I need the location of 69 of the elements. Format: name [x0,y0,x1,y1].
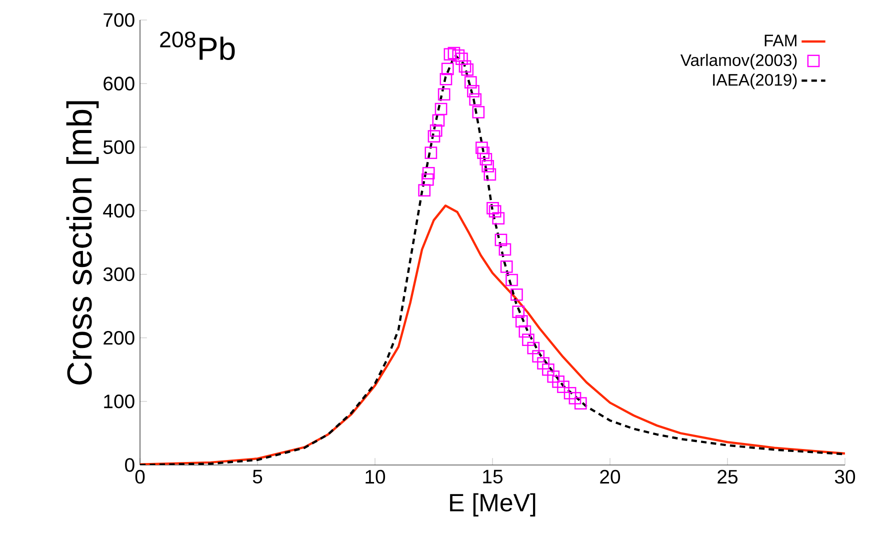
x-tick-label: 30 [834,470,856,484]
point [547,370,560,383]
x-tick-label: 10 [366,470,386,484]
point [444,48,456,61]
point [421,173,434,186]
point [467,85,480,98]
point [480,153,492,166]
point [424,146,438,160]
y-tick-label: 300 [103,267,134,282]
point [464,76,477,88]
point [472,106,485,118]
point [428,130,440,143]
y-axis-title: Cross section [mb] [66,101,99,384]
point [488,205,502,218]
point [448,46,460,60]
point [510,288,523,301]
point [527,342,540,354]
point [440,72,452,86]
point [498,243,512,256]
point [518,325,532,338]
point [574,397,587,410]
legend-label: Varlamov(2003) [680,54,797,70]
point [492,212,505,225]
y-tick-label: 600 [104,76,134,90]
point [537,357,550,370]
annotation: $^{208}$Pb [160,32,235,60]
point [552,376,564,388]
point [564,386,576,400]
point [512,306,525,318]
point [469,93,482,106]
point [482,160,494,172]
point [568,392,582,404]
y-tick-label: 0 [125,458,134,472]
point [494,234,508,246]
y-tick-label: 700 [104,13,134,27]
point [434,102,448,116]
point [484,168,496,181]
point [458,60,472,73]
point [456,52,468,65]
x-axis-title: E [MeV] [450,493,536,516]
point [476,142,488,154]
point [522,334,534,346]
point [461,63,474,76]
y-tick-label: 200 [104,330,134,345]
point [542,363,554,376]
point [557,380,570,393]
point [452,49,465,62]
point [477,146,490,160]
point [418,184,431,197]
point [500,260,513,273]
point [432,114,445,127]
point [422,167,435,180]
point [438,88,450,101]
x-tick-label: 0 [135,470,145,484]
x-tick-label: 5 [252,470,262,484]
x-tick-label: 20 [600,470,620,484]
point [430,124,442,137]
y-tick-label: 400 [103,204,134,218]
x-tick-label: 15 [483,470,502,484]
point [515,315,528,328]
legend-label: FAM [764,34,796,46]
point [532,350,545,362]
x-tick-label: 25 [718,470,738,484]
point [486,202,499,214]
point [441,62,454,76]
point [506,274,518,286]
legend-label: IAEA(2019) [713,74,797,90]
y-tick-label: 500 [103,140,134,154]
y-tick-label: 100 [104,394,134,408]
